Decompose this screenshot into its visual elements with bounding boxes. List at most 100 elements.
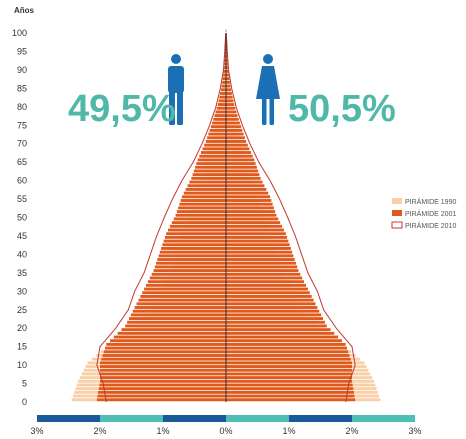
bar-2001-left [100,372,226,376]
bar-2001-left [171,221,226,225]
bar-2001-left [106,342,226,346]
series-2010-line-left [96,32,227,403]
bar-2001-left [216,106,226,110]
x-axis-ticks: 3% 2% 1% 0% 1% 2% 3% [30,426,421,436]
bar-2001-right [226,51,228,55]
y-tick-label: 75 [17,120,27,130]
legend: PIRÁMIDE 1990 PIRÁMIDE 2001 PIRÁMIDE 2010 [391,197,456,230]
x-axis-bar-segment [37,415,100,422]
bar-2001-left [222,77,226,81]
y-tick-label: 15 [17,342,27,352]
bar-2001-left [168,228,226,232]
bar-2001-left [136,302,226,306]
bar-2001-right [226,235,288,239]
series-2010-line-right [225,32,356,403]
bar-2001-left [179,202,226,206]
bar-2001-right [226,320,325,324]
y-tick-label: 95 [17,46,27,56]
bar-2001-left [130,313,226,317]
bar-2001-left [183,191,226,195]
bar-2001-left [163,239,226,243]
bar-2001-right [226,346,347,350]
bar-2001-right [226,110,237,114]
legend-swatch [391,221,403,229]
bar-2001-right [226,317,324,321]
bar-2001-left [147,280,226,284]
bar-2001-right [226,80,230,84]
bar-2001-left [162,243,226,247]
bar-2001-left [140,294,226,298]
bar-2001-right [226,276,303,280]
bar-2001-right [226,291,310,295]
bar-2001-left [213,117,227,121]
bar-2001-left [159,250,226,254]
bar-2001-right [226,328,331,332]
bar-2001-left [185,187,226,191]
bar-2001-left [100,379,226,383]
bar-2001-left [224,51,226,55]
bar-2001-right [226,154,253,158]
bar-2001-right [226,302,316,306]
y-axis-ticks: 0 5 10 15 20 25 30 35 40 45 50 55 60 65 70 75 80 85 90 95 10… [12,28,27,407]
male-figure-icon [168,54,184,125]
y-tick-label: 100 [12,28,27,38]
y-tick-label: 0 [22,397,27,407]
bar-2001-left [117,331,226,335]
bar-2001-right [226,228,284,232]
bar-2001-right [226,202,273,206]
y-tick-label: 10 [17,360,27,370]
bar-2001-right [226,313,322,317]
bar-2001-left [224,58,226,62]
bar-2001-right [226,324,327,328]
bar-2001-left [204,143,227,147]
bar-2001-left [214,114,226,118]
x-tick-label: 2% [345,426,358,436]
bar-2001-right [226,151,252,154]
bar-2001-left [128,317,226,321]
bar-2001-left [220,88,227,92]
bar-2001-right [226,387,354,391]
bar-2001-right [226,361,352,365]
male-percentage: 49,5% [68,88,176,130]
bar-2001-right [226,136,245,140]
bar-2001-left [145,283,226,287]
bar-2001-left [127,320,226,324]
bar-2001-right [226,176,261,180]
legend-label: PIRÁMIDE 2001 [405,209,456,218]
x-tick-label: 0% [219,426,232,436]
bar-2001-right [226,169,259,173]
bar-2001-left [156,261,226,265]
bar-2001-right [226,379,352,383]
bar-2001-left [110,339,226,343]
bar-2001-right [226,77,230,81]
bar-2001-left [196,162,226,166]
y-tick-label: 65 [17,157,27,167]
bar-2001-right [226,147,250,151]
bar-2001-right [226,173,260,177]
y-tick-label: 60 [17,176,27,186]
bar-2001-right [226,84,231,88]
bar-2001-right [226,62,228,66]
bar-2001-right [226,66,228,70]
bar-2001-right [226,114,238,118]
x-axis-bar-segment [163,415,226,422]
x-axis-bar-segment [352,415,415,422]
y-tick-label: 5 [22,379,27,389]
bar-2001-right [226,121,240,125]
bar-2001-left [224,62,226,66]
bar-2001-right [226,195,271,199]
bar-2001-left [189,180,226,184]
bar-2001-left [102,354,226,357]
bar-2001-right [226,287,308,291]
legend-swatch [392,210,402,216]
y-tick-label: 90 [17,65,27,75]
bar-2001-right [226,132,244,136]
bar-2001-right [226,117,239,121]
bar-2001-left [169,224,226,228]
bar-2001-right [226,239,289,243]
y-tick-label: 70 [17,139,27,149]
bar-2001-right [226,158,255,162]
bar-2001-right [226,383,353,387]
bar-2001-left [218,99,226,103]
bar-2001-left [223,69,226,73]
